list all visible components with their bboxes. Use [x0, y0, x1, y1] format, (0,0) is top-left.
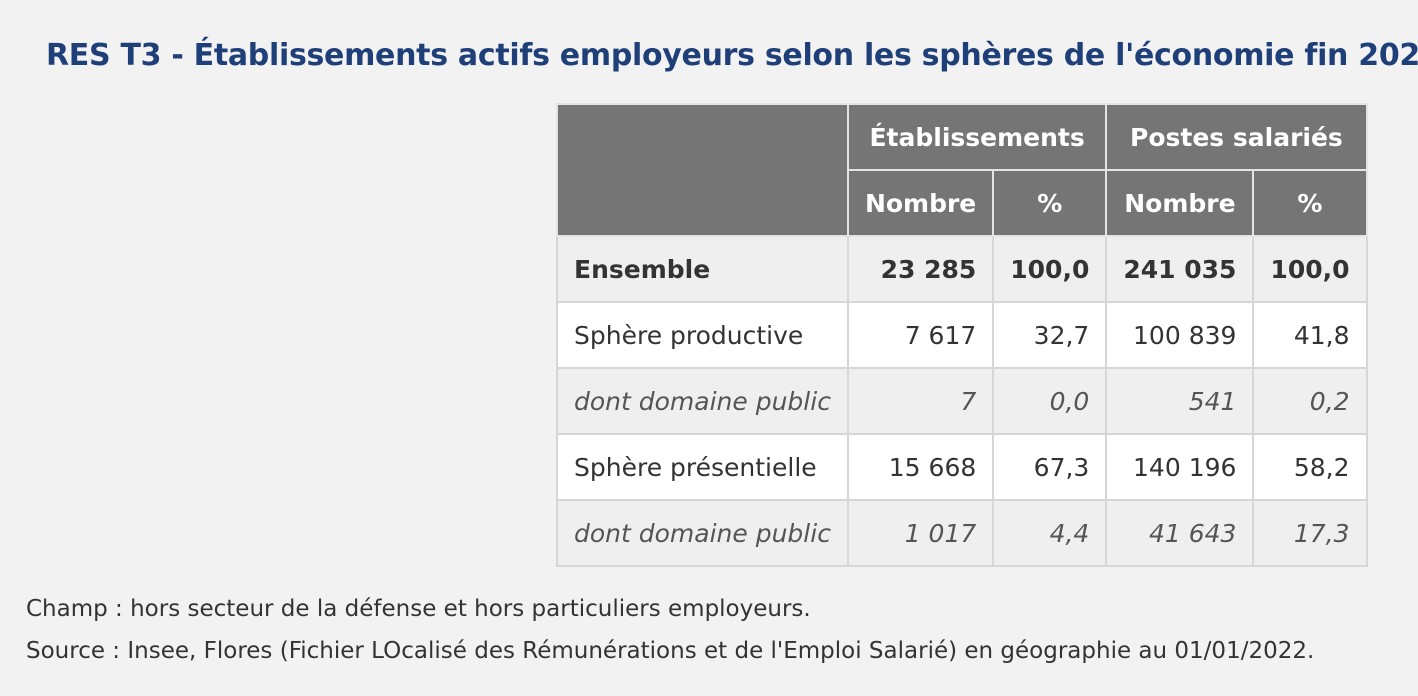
cell-pct-etab: 4,4 [992, 499, 1108, 567]
table-row: dont domaine public 1 017 4,4 41 643 17,… [556, 499, 1368, 567]
table-corner-header [556, 103, 849, 237]
cell-pct-etab: 100,0 [992, 235, 1108, 303]
champ-note: Champ : hors secteur de la défense et ho… [26, 596, 811, 622]
cell-nombre-etab: 7 617 [846, 301, 995, 369]
table-row: dont domaine public 7 0,0 541 0,2 [556, 367, 1368, 435]
cell-nombre-postes: 541 [1105, 367, 1255, 435]
source-note: Source : Insee, Flores (Fichier LOcalisé… [26, 638, 1315, 664]
cell-pct-etab: 0,0 [992, 367, 1108, 435]
subheader-nombre-etab: Nombre [846, 169, 995, 237]
cell-pct-postes: 17,3 [1252, 499, 1368, 567]
cell-nombre-postes: 41 643 [1105, 499, 1255, 567]
cell-nombre-postes: 140 196 [1105, 433, 1255, 501]
cell-nombre-postes: 241 035 [1105, 235, 1255, 303]
cell-nombre-etab: 15 668 [846, 433, 995, 501]
cell-pct-etab: 32,7 [992, 301, 1108, 369]
cell-nombre-postes: 100 839 [1105, 301, 1255, 369]
cell-pct-postes: 58,2 [1252, 433, 1368, 501]
cell-pct-etab: 67,3 [992, 433, 1108, 501]
table-notes: Champ : hors secteur de la défense et ho… [26, 588, 1314, 672]
cell-nombre-etab: 7 [846, 367, 995, 435]
row-label: dont domaine public [556, 499, 849, 567]
row-label: Sphère présentielle [556, 433, 849, 501]
subheader-pct-postes: % [1252, 169, 1368, 237]
cell-nombre-etab: 1 017 [846, 499, 995, 567]
cell-pct-postes: 0,2 [1252, 367, 1368, 435]
subheader-nombre-postes: Nombre [1105, 169, 1255, 237]
row-label: Sphère productive [556, 301, 849, 369]
subheader-pct-etab: % [992, 169, 1108, 237]
table-row: Sphère productive 7 617 32,7 100 839 41,… [556, 301, 1368, 369]
row-label: dont domaine public [556, 367, 849, 435]
row-label: Ensemble [556, 235, 849, 303]
cell-pct-postes: 100,0 [1252, 235, 1368, 303]
cell-pct-postes: 41,8 [1252, 301, 1368, 369]
cell-nombre-etab: 23 285 [846, 235, 995, 303]
data-table: Établissements Postes salariés Nombre % … [556, 103, 1368, 567]
group-header-etablissements: Établissements [846, 103, 1108, 171]
page-title: RES T3 - Établissements actifs employeur… [46, 38, 1418, 73]
table-row: Ensemble 23 285 100,0 241 035 100,0 [556, 235, 1368, 303]
table-row: Sphère présentielle 15 668 67,3 140 196 … [556, 433, 1368, 501]
group-header-postes: Postes salariés [1105, 103, 1368, 171]
